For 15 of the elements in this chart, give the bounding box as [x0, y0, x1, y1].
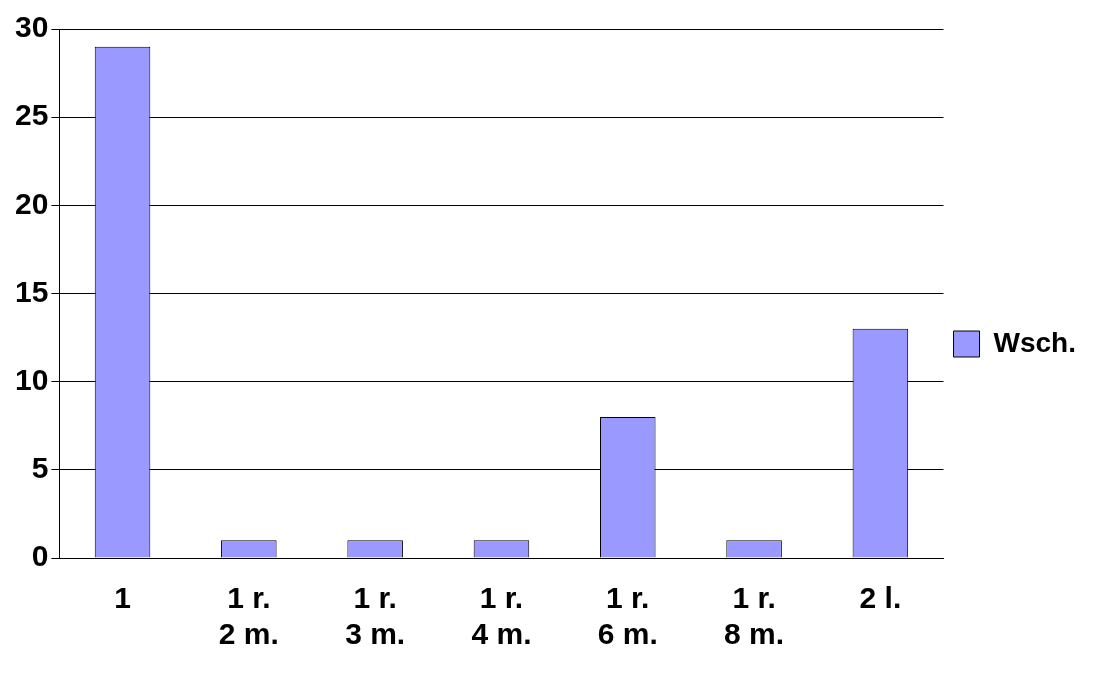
y-tick-label: 15 [14, 274, 49, 308]
x-tick-label: 1 r. 2 m. [218, 581, 279, 651]
y-tick-label: 10 [14, 362, 49, 396]
x-tick-label: 1 r. 8 m. [724, 581, 785, 651]
x-tick-label: 1 [114, 581, 131, 615]
x-tick-label: 1 r. 4 m. [471, 581, 532, 651]
y-tick-label: 5 [31, 451, 49, 485]
y-tick-label: 30 [14, 10, 49, 44]
x-tick-label: 2 l. [859, 581, 902, 615]
legend-label: Wsch. [993, 326, 1077, 358]
y-tick-label: 20 [14, 186, 49, 220]
x-tick-label: 1 r. 3 m. [345, 581, 406, 651]
y-tick-label: 25 [14, 98, 49, 132]
x-tick-label: 1 r. 6 m. [597, 581, 658, 651]
y-tick-label: 0 [31, 539, 49, 573]
